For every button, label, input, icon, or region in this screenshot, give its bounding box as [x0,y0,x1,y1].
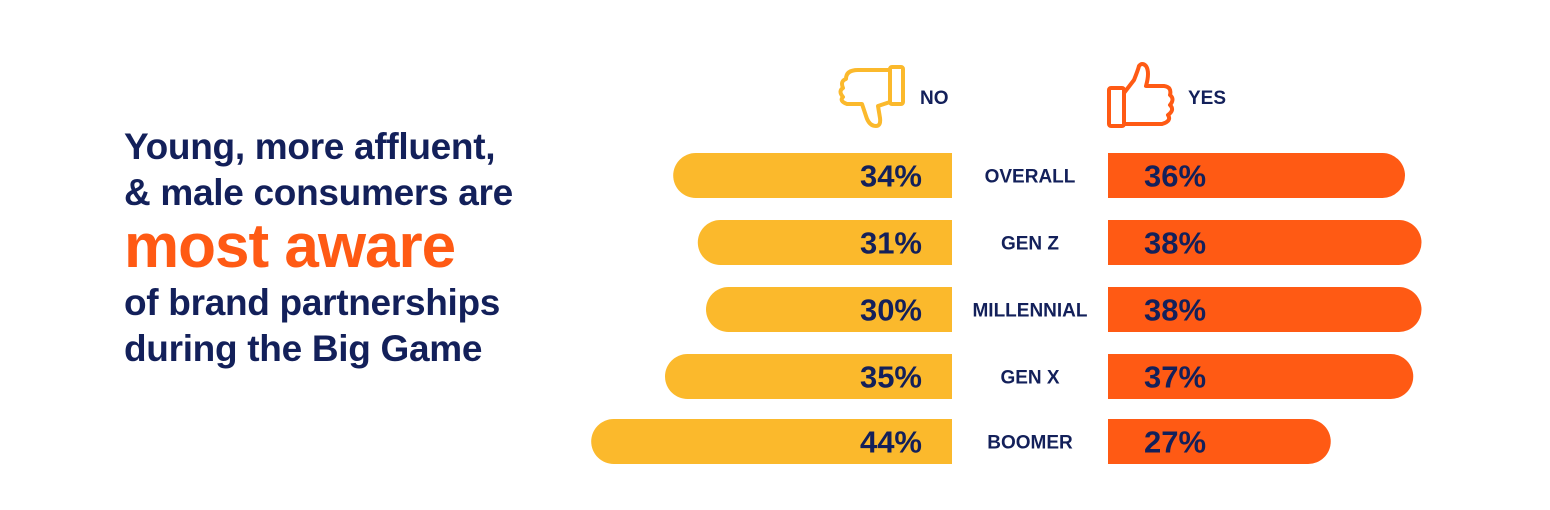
bar-no-gen-x [665,354,952,399]
data-label-yes-gen-z: 38% [1144,226,1206,261]
bar-yes-overall [1108,153,1405,198]
bar-no-gen-z [697,220,952,265]
headline: Young, more affluent, & male consumers a… [124,124,594,372]
headline-accent: most aware [124,212,456,281]
bar-yes-gen-x [1108,354,1414,399]
data-label-yes-gen-x: 37% [1144,360,1206,395]
bar-no-boomer [591,419,952,464]
bar-yes-boomer [1108,419,1331,464]
data-label-no-gen-z: 31% [860,226,922,261]
category-label-gen-x: GEN X [1000,368,1059,389]
category-label-gen-z: GEN Z [1001,234,1059,255]
legend-yes: YES [1107,62,1226,128]
headline-line-1: Young, more affluent, [124,126,496,167]
category-label-boomer: BOOMER [987,433,1073,454]
category-label-overall: OVERALL [985,167,1076,188]
thumbs-down-icon [838,65,905,128]
data-label-no-gen-x: 35% [860,360,922,395]
data-label-no-boomer: 44% [860,425,922,460]
bar-yes-millennial [1108,287,1422,332]
headline-line-3: of brand partnerships [124,282,501,323]
headline-line-2: & male consumers are [124,172,513,213]
headline-line-4: during the Big Game [124,328,483,369]
data-label-yes-boomer: 27% [1144,425,1206,460]
data-label-no-overall: 34% [860,159,922,194]
thumbs-up-icon [1107,62,1175,128]
legend-no-label: NO [920,88,949,109]
category-label-millennial: MILLENNIAL [972,301,1087,322]
legend-no: NO [838,65,949,128]
bar-yes-gen-z [1108,220,1422,265]
data-label-yes-overall: 36% [1144,159,1206,194]
data-label-yes-millennial: 38% [1144,293,1206,328]
bar-no-overall [673,153,952,198]
bar-no-millennial [706,287,952,332]
legend-yes-label: YES [1188,88,1226,109]
data-label-no-millennial: 30% [860,293,922,328]
bars-group: 34% 36% OVERALL 31% 38% GEN Z 30% 38% MILLENNIAL… [591,153,1422,464]
